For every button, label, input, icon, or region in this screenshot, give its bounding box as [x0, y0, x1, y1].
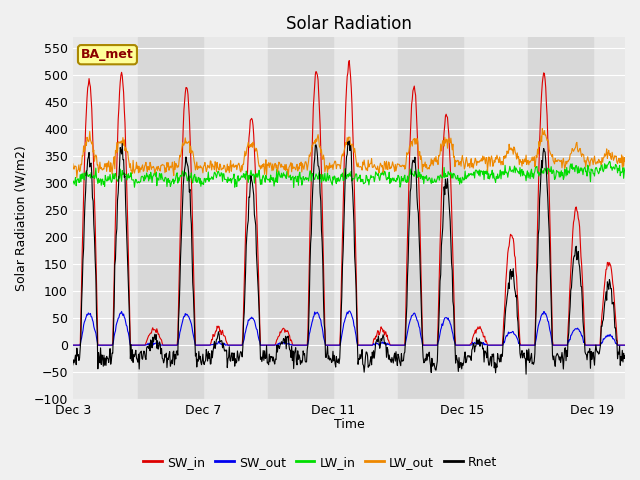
Bar [268, 37, 333, 399]
Bar [527, 37, 593, 399]
Text: BA_met: BA_met [81, 48, 134, 61]
Legend: SW_in, SW_out, LW_in, LW_out, Rnet: SW_in, SW_out, LW_in, LW_out, Rnet [138, 451, 502, 474]
Bar [138, 37, 203, 399]
X-axis label: Time: Time [333, 419, 364, 432]
Title: Solar Radiation: Solar Radiation [286, 15, 412, 33]
Y-axis label: Solar Radiation (W/m2): Solar Radiation (W/m2) [15, 145, 28, 291]
Bar [397, 37, 463, 399]
